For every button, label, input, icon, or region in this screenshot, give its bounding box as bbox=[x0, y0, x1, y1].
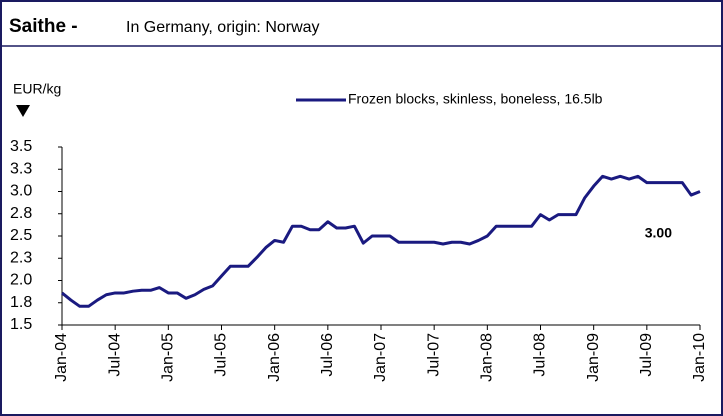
y-tick-label: 2.8 bbox=[10, 205, 32, 222]
y-tick-label: 3.5 bbox=[10, 138, 32, 155]
x-tick-label: Jan-05 bbox=[160, 333, 177, 382]
y-tick-label: 2.0 bbox=[10, 272, 32, 289]
y-axis-label: EUR/kg bbox=[13, 81, 61, 97]
x-tick-label: Jan-08 bbox=[479, 333, 496, 382]
y-tick-label: 2.3 bbox=[10, 249, 32, 266]
x-tick-label: Jan-10 bbox=[691, 333, 708, 382]
x-tick-label: Jul-06 bbox=[319, 333, 336, 377]
y-tick-label: 2.5 bbox=[10, 227, 32, 244]
legend-label: Frozen blocks, skinless, boneless, 16.5l… bbox=[348, 91, 603, 107]
series-line bbox=[61, 174, 701, 308]
x-tick-label: Jan-04 bbox=[53, 333, 70, 382]
chart-subtitle: In Germany, origin: Norway bbox=[126, 19, 320, 36]
y-tick-label: 3.3 bbox=[10, 160, 32, 177]
x-tick-label: Jan-09 bbox=[585, 333, 602, 382]
unit-marker bbox=[16, 105, 30, 117]
x-tick-label: Jul-07 bbox=[425, 333, 442, 377]
y-tick-label: 1.8 bbox=[10, 294, 32, 311]
y-tick-label: 1.5 bbox=[10, 316, 32, 333]
x-tick-label: Jul-08 bbox=[532, 333, 549, 377]
x-tick-label: Jul-05 bbox=[213, 333, 230, 377]
annotation: 3.00 bbox=[645, 225, 672, 241]
y-tick-label: 3.0 bbox=[10, 183, 32, 200]
chart-title: Saithe - bbox=[9, 16, 78, 37]
x-tick-label: Jul-04 bbox=[106, 333, 123, 377]
x-tick-label: Jul-09 bbox=[638, 333, 655, 377]
x-tick-label: Jan-06 bbox=[266, 333, 283, 382]
x-tick-label: Jan-07 bbox=[372, 333, 389, 382]
